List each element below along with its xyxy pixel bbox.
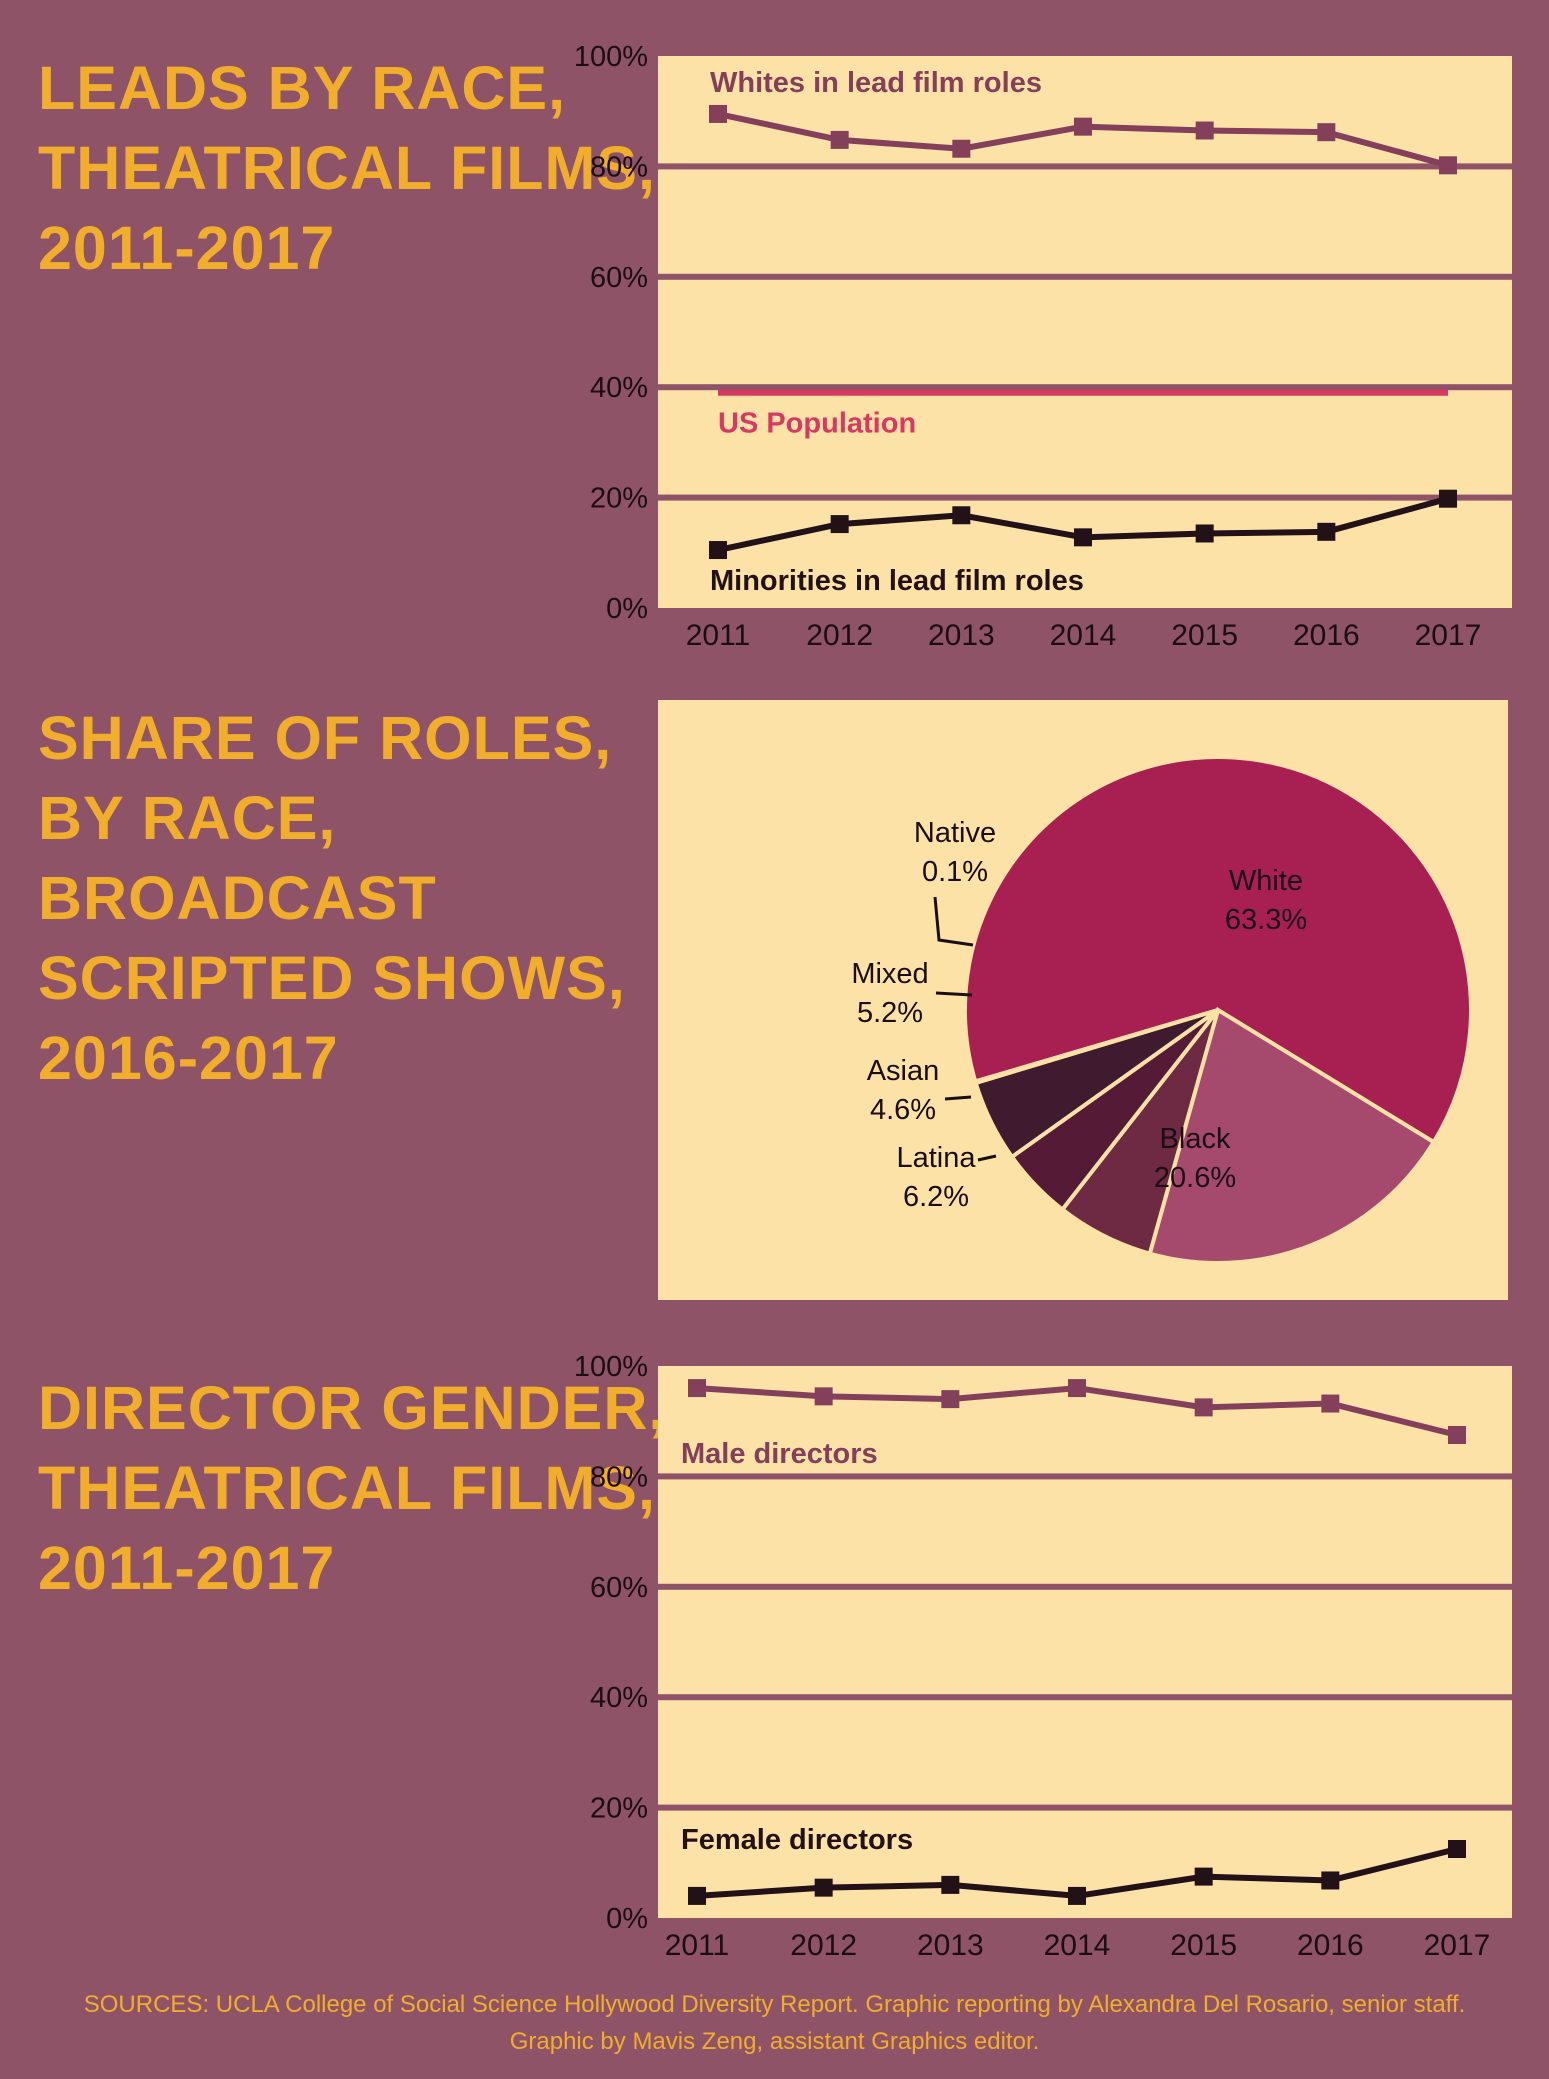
gridline [658, 1694, 1512, 1701]
series-label: Female directors [681, 1824, 913, 1856]
x-tick-label: 2012 [790, 1929, 857, 1962]
gridline [658, 163, 1512, 170]
plot-area [658, 56, 1512, 608]
roles-chart-title: SHARE OF ROLES, BY RACE, BROADCAST SCRIP… [38, 704, 626, 1092]
series-marker [814, 1878, 833, 1897]
x-tick-label: 2016 [1293, 619, 1360, 652]
leads-chart-title: LEADS BY RACE, THEATRICAL FILMS, 2011-20… [38, 54, 656, 282]
leads-line-chart: 0% 20% 40% 60% 80% 100% 2011 2012 2013 2014 2015 20… [574, 41, 1512, 652]
slice-label: Black [1160, 1123, 1231, 1155]
y-tick-label: 60% [590, 1572, 648, 1604]
series-label: Male directors [681, 1438, 878, 1470]
series-marker [830, 515, 849, 534]
slice-value: 0.1% [922, 856, 988, 888]
series-marker [941, 1875, 960, 1894]
series-marker [1068, 1379, 1086, 1398]
series-marker [1195, 121, 1214, 140]
y-tick-label: 100% [574, 41, 648, 73]
series-marker [1194, 1867, 1213, 1886]
slice-label: Mixed [851, 958, 928, 990]
plot-area [658, 1366, 1512, 1918]
y-tick-label: 20% [590, 483, 648, 515]
y-tick-label: 0% [606, 593, 648, 625]
series-marker [1439, 489, 1457, 508]
x-tick-label: 2013 [917, 1929, 984, 1962]
series-marker [952, 139, 971, 158]
gridline [658, 1804, 1512, 1811]
series-marker [1068, 1886, 1086, 1905]
slice-value: 5.2% [857, 997, 923, 1029]
series-marker [1448, 1426, 1466, 1444]
slice-label: Latina [896, 1142, 976, 1174]
slice-value: 4.6% [870, 1094, 936, 1126]
series-marker [1321, 1394, 1340, 1413]
x-tick-label: 2016 [1297, 1929, 1364, 1962]
gridline [658, 384, 1512, 391]
roles-pie-chart: White 63.3% Black 20.6% Latina 6.2% Asian 4.6% M… [658, 700, 1508, 1300]
gridline [658, 273, 1512, 280]
x-tick-label: 2014 [1050, 619, 1117, 652]
series-marker [830, 130, 849, 149]
gridline [658, 494, 1512, 501]
series-marker [688, 1379, 706, 1398]
series-marker [952, 506, 971, 525]
slice-value: 63.3% [1225, 904, 1307, 936]
gridline [658, 1473, 1512, 1480]
us-population-label: US Population [718, 408, 916, 440]
y-tick-label: 20% [590, 1793, 648, 1825]
x-tick-label: 2015 [1171, 619, 1238, 652]
gridline [658, 1583, 1512, 1590]
x-tick-label: 2017 [1415, 619, 1482, 652]
y-tick-label: 80% [590, 151, 648, 183]
slice-label: Native [914, 817, 996, 849]
series-label: Minorities in lead film roles [710, 565, 1084, 597]
series-marker [1195, 524, 1214, 543]
y-tick-label: 100% [574, 1351, 648, 1383]
y-tick-label: 40% [590, 1682, 648, 1714]
x-tick-label: 2011 [686, 619, 751, 652]
slice-label: Asian [867, 1055, 940, 1087]
leader-line [944, 1095, 972, 1101]
x-tick-label: 2015 [1170, 1929, 1237, 1962]
series-marker [1194, 1398, 1213, 1417]
pie-slice [972, 1008, 1219, 1086]
x-tick-label: 2014 [1044, 1929, 1111, 1962]
source-credits: SOURCES: UCLA College of Social Science … [83, 1991, 1466, 2055]
director-chart-title: DIRECTOR GENDER, THEATRICAL FILMS, 2011-… [38, 1374, 667, 1602]
y-tick-label: 40% [590, 372, 648, 404]
pie-slice [1147, 1006, 1437, 1265]
series-marker [1321, 1871, 1340, 1890]
leader-line [935, 991, 973, 997]
series-marker [814, 1387, 833, 1406]
y-tick-label: 80% [590, 1461, 648, 1493]
series-marker [709, 541, 727, 560]
series-marker [1439, 156, 1457, 175]
y-tick-label: 0% [606, 1903, 648, 1935]
series-marker [1074, 528, 1092, 547]
x-tick-label: 2012 [806, 619, 873, 652]
leader-line [977, 1154, 997, 1162]
series-marker [1448, 1840, 1466, 1858]
leader-line [933, 896, 974, 947]
series-marker [688, 1886, 706, 1905]
series-marker [709, 104, 727, 123]
series-marker [941, 1390, 960, 1409]
x-tick-label: 2017 [1424, 1929, 1491, 1962]
y-tick-label: 60% [590, 262, 648, 294]
slice-value: 6.2% [903, 1181, 969, 1213]
slice-label: White [1229, 865, 1303, 897]
x-tick-label: 2011 [665, 1929, 730, 1962]
series-marker [1317, 123, 1336, 142]
series-marker [1074, 117, 1092, 136]
series-label: Whites in lead film roles [710, 67, 1042, 99]
series-marker [1317, 522, 1336, 541]
slice-value: 20.6% [1154, 1162, 1236, 1194]
x-tick-label: 2013 [928, 619, 995, 652]
director-line-chart: 0% 20% 40% 60% 80% 100% 2011 2012 2013 2014 2015 20… [574, 1351, 1512, 1962]
